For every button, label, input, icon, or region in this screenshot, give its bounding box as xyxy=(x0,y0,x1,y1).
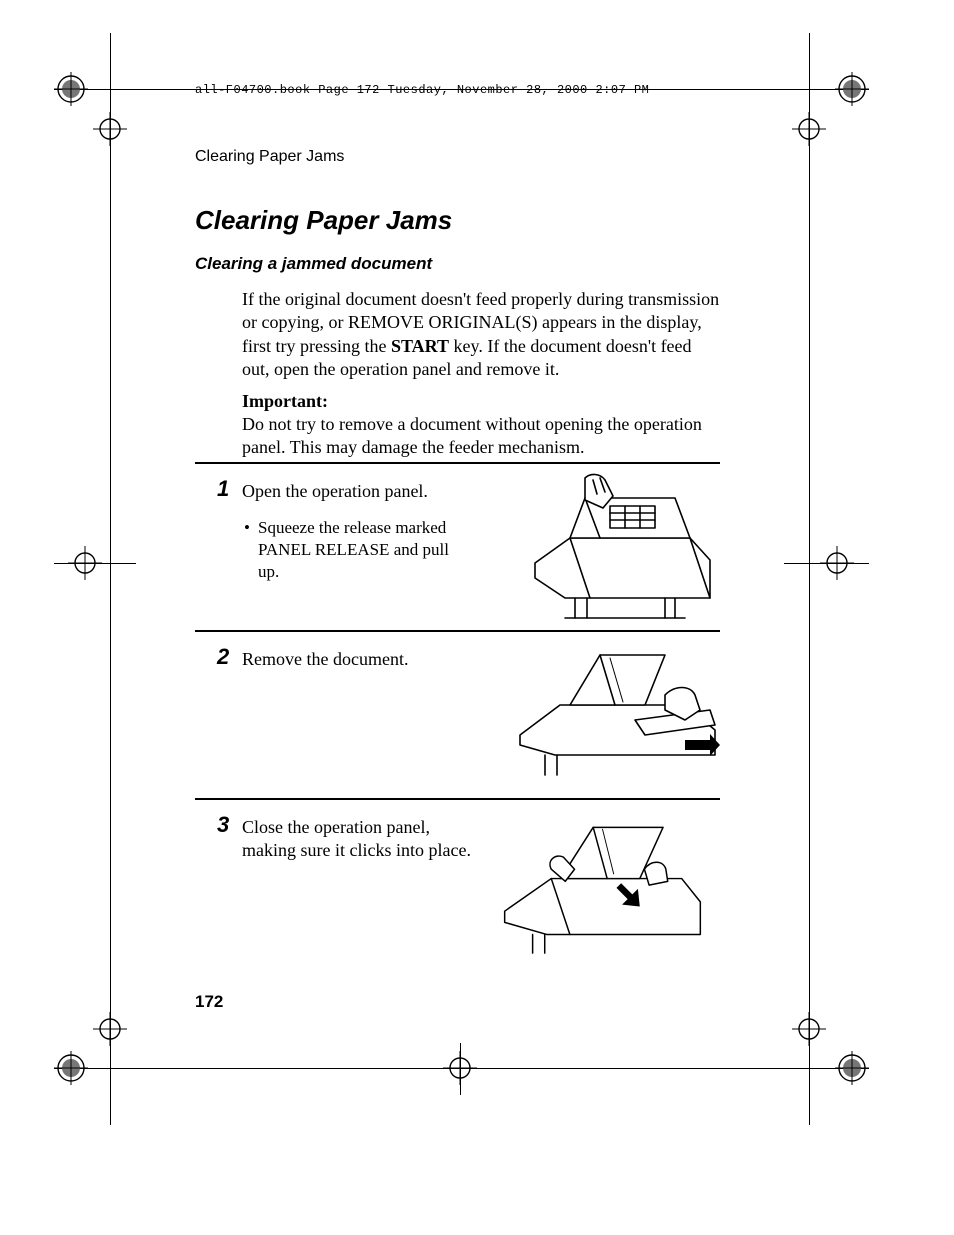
figure-close-panel xyxy=(500,818,705,973)
step-1-text: Open the operation panel. xyxy=(242,480,462,503)
running-head: Clearing Paper Jams xyxy=(195,148,344,166)
book-header-line: all-F04700.book Page 172 Tuesday, Novemb… xyxy=(195,83,649,97)
registration-mark-icon xyxy=(443,1051,477,1085)
registration-mark-icon xyxy=(835,72,869,106)
crop-line xyxy=(110,33,111,1125)
page-number: 172 xyxy=(195,992,223,1012)
registration-mark-icon xyxy=(93,1012,127,1046)
step-number-3: 3 xyxy=(217,812,229,838)
registration-mark-icon xyxy=(835,1051,869,1085)
step-number-1: 1 xyxy=(217,476,229,502)
crop-line xyxy=(809,33,810,1125)
bullet-text-a: Squeeze the release marked xyxy=(258,518,446,537)
figure-remove-document xyxy=(515,650,720,785)
step-3-text: Close the operation panel, making sure i… xyxy=(242,816,472,863)
intro-paragraph: If the original document doesn't feed pr… xyxy=(242,288,722,382)
page-title: Clearing Paper Jams xyxy=(195,205,452,236)
registration-mark-icon xyxy=(820,546,854,580)
registration-mark-icon xyxy=(792,1012,826,1046)
intro-bold-start: START xyxy=(391,336,449,356)
divider xyxy=(195,630,720,632)
important-label: Important: xyxy=(242,390,722,413)
step-2-text: Remove the document. xyxy=(242,648,462,671)
registration-mark-icon xyxy=(93,112,127,146)
registration-mark-icon xyxy=(54,1051,88,1085)
section-subtitle: Clearing a jammed document xyxy=(195,254,432,274)
figure-open-panel xyxy=(515,468,720,623)
divider xyxy=(195,462,720,464)
registration-mark-icon xyxy=(54,72,88,106)
registration-mark-icon xyxy=(792,112,826,146)
step-1-bullet: Squeeze the release marked PANEL RELEASE… xyxy=(258,517,468,583)
bullet-bold: PANEL RELEASE xyxy=(258,540,389,559)
step-number-2: 2 xyxy=(217,644,229,670)
page: all-F04700.book Page 172 Tuesday, Novemb… xyxy=(0,0,954,1235)
important-text: Do not try to remove a document without … xyxy=(242,413,722,460)
registration-mark-icon xyxy=(68,546,102,580)
divider xyxy=(195,798,720,800)
